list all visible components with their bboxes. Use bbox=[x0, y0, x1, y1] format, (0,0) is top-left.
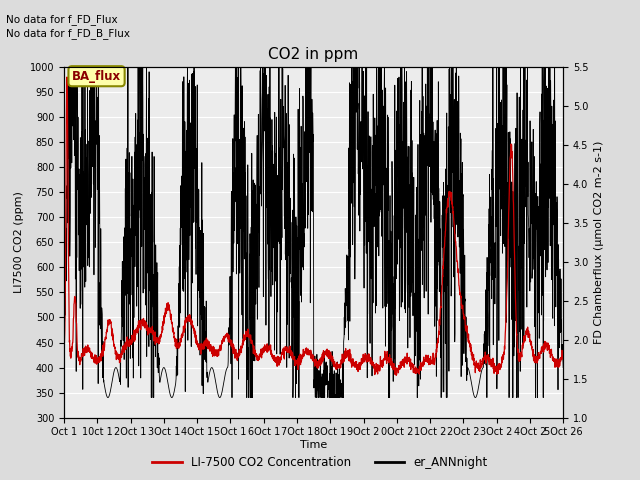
Title: CO2 in ppm: CO2 in ppm bbox=[268, 47, 359, 62]
Y-axis label: LI7500 CO2 (ppm): LI7500 CO2 (ppm) bbox=[14, 192, 24, 293]
Text: No data for f_FD_B_Flux: No data for f_FD_B_Flux bbox=[6, 28, 131, 39]
Text: No data for f_FD_Flux: No data for f_FD_Flux bbox=[6, 13, 118, 24]
Y-axis label: FD Chamberflux (μmol CO2 m-2 s-1): FD Chamberflux (μmol CO2 m-2 s-1) bbox=[594, 141, 604, 344]
Legend: LI-7500 CO2 Concentration, er_ANNnight: LI-7500 CO2 Concentration, er_ANNnight bbox=[147, 452, 493, 474]
X-axis label: Time: Time bbox=[300, 440, 327, 450]
Text: BA_flux: BA_flux bbox=[72, 70, 121, 83]
